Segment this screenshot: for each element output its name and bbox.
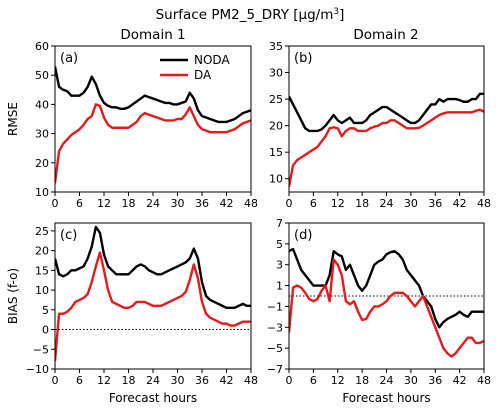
column-title-domain-2: Domain 2 [353,27,418,43]
y-tick-label: 60 [35,40,49,53]
x-tick-label: 30 [404,374,418,387]
plot-frame [288,45,485,193]
y-tick-label: 5 [42,304,49,317]
x-tick-label: 12 [97,374,111,387]
panel-label: (a) [60,51,78,66]
x-tick-label: 6 [76,374,83,387]
series-line-da [55,251,251,362]
x-tick-label: 0 [286,197,293,210]
x-tick-label: 0 [286,374,293,387]
x-tick-label: 0 [52,374,59,387]
x-tick-label: 18 [122,197,136,210]
series-line-da [289,258,484,358]
series-line-noda [289,92,484,133]
x-tick-label: 36 [195,197,209,210]
x-tick-label: 18 [355,374,369,387]
y-tick-label: 25 [35,225,49,238]
x-tick-label: 30 [171,374,185,387]
y-tick-label: 10 [35,186,49,199]
series-line-da [289,108,484,187]
x-tick-label: 36 [428,197,442,210]
x-tick-label: 6 [310,197,317,210]
panel-2: 0 6 12 18 24 30 36 42 48 10 15 20 25 30 35 (b) [269,40,491,210]
x-tick-label: 0 [52,197,59,210]
panel-label: (b) [294,51,312,66]
x-tick-label: 18 [355,197,369,210]
y-tick-label: −1 [267,300,283,313]
series-line-noda [55,225,251,310]
panel-3: 0 6 12 18 24 30 36 42 48 −10 −5 0 5 10 15 20 25 (c) BIAS (… [6,222,258,405]
y-tick-label: −10 [26,363,49,376]
x-tick-label: 12 [331,374,345,387]
legend-label-da: DA [194,68,212,82]
y-tick-label: 15 [269,146,283,159]
panel-1: 0 6 12 18 24 30 36 42 48 10 20 30 40 50 60 (a) RMSE [6,40,258,210]
y-tick-label: 5 [276,238,283,251]
y-tick-label: 1 [276,280,283,293]
y-tick-label: 30 [35,128,49,141]
x-tick-label: 24 [380,374,394,387]
y-tick-label: 25 [269,93,283,106]
y-tick-label: 7 [276,217,283,230]
y-tick-label: 35 [269,40,283,53]
legend-label-noda: NODA [194,53,230,67]
x-axis-label: Forecast hours [342,391,430,405]
y-tick-label: 20 [35,157,49,170]
x-tick-label: 42 [220,197,234,210]
x-axis-label: Forecast hours [109,391,197,405]
panel-4: 0 6 12 18 24 30 36 42 48 −7 −5 −3 −1 1 3 5 7 (d) Forecast … [267,217,491,405]
y-tick-label: −5 [33,343,49,356]
main-title: Surface PM2_5_DRY [μg/m3] [156,7,345,23]
x-tick-label: 36 [195,374,209,387]
y-axis-label: BIAS (f-o) [6,268,20,324]
panel-label: (c) [60,228,77,243]
x-tick-label: 42 [220,374,234,387]
x-tick-label: 24 [380,197,394,210]
series-line-noda [289,247,484,329]
x-tick-label: 24 [146,374,160,387]
x-tick-label: 36 [428,374,442,387]
y-tick-label: −3 [267,321,283,334]
y-axis-label: RMSE [6,102,20,136]
column-title-domain-1: Domain 1 [120,27,185,43]
x-tick-label: 30 [404,197,418,210]
y-tick-label: 10 [269,173,283,186]
x-tick-label: 48 [244,197,258,210]
y-tick-label: 3 [276,259,283,272]
x-tick-label: 12 [97,197,111,210]
y-tick-label: 0 [42,324,49,337]
x-tick-label: 48 [244,374,258,387]
y-tick-label: −7 [267,363,283,376]
y-tick-label: 30 [269,67,283,80]
x-tick-label: 12 [331,197,345,210]
x-tick-label: 24 [146,197,160,210]
series-line-da [55,103,251,184]
x-tick-label: 42 [453,374,467,387]
y-tick-label: 20 [35,245,49,258]
y-tick-label: 10 [35,284,49,297]
x-tick-label: 6 [76,197,83,210]
y-tick-label: 40 [35,98,49,111]
y-tick-label: −5 [267,342,283,355]
plot-frame [54,45,252,193]
y-tick-label: 50 [35,69,49,82]
series-line-noda [55,66,251,124]
y-tick-label: 20 [269,120,283,133]
x-tick-label: 48 [477,374,491,387]
x-tick-label: 18 [122,374,136,387]
x-tick-label: 42 [453,197,467,210]
panel-label: (d) [294,228,312,243]
y-tick-label: 15 [35,264,49,277]
x-tick-label: 48 [477,197,491,210]
x-tick-label: 30 [171,197,185,210]
x-tick-label: 6 [310,374,317,387]
